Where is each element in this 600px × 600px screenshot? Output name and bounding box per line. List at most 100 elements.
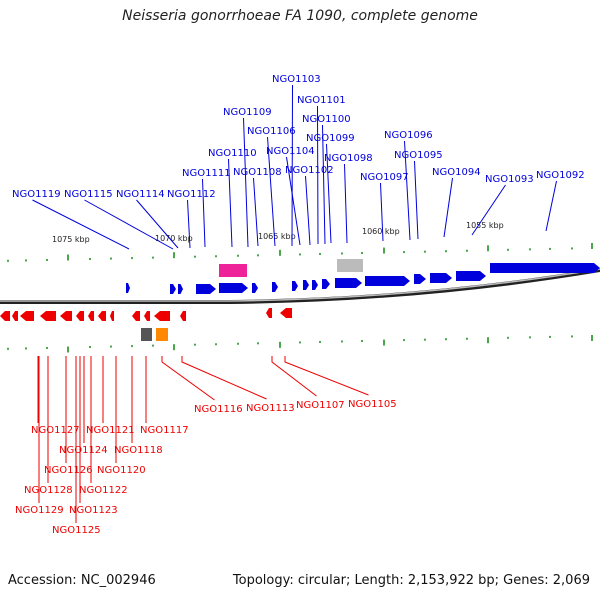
top-gene-leader <box>286 156 301 246</box>
top-gene-label: NGO1096 <box>384 130 433 141</box>
top-gene-leader <box>305 175 311 246</box>
forward-gene-arrow <box>178 284 183 294</box>
top-gene-leader <box>32 199 130 250</box>
bottom-gene-label: NGO1123 <box>69 505 118 516</box>
top-gene-label: NGO1111 <box>182 168 231 179</box>
top-gene-leader <box>380 182 384 242</box>
forward-gene-arrow <box>272 282 278 292</box>
forward-gene-arrow <box>456 271 486 281</box>
top-gene-leader <box>344 163 348 244</box>
forward-gene-arrow <box>322 279 330 289</box>
dark-feature <box>141 328 152 341</box>
reverse-gene-arrow <box>12 311 18 321</box>
forward-gene-arrow <box>219 283 248 293</box>
top-gene-label: NGO1101 <box>297 95 346 106</box>
reverse-gene-arrow <box>60 311 72 321</box>
top-gene-leader <box>228 158 233 248</box>
accession-text: Accession: NC_002946 <box>8 573 156 588</box>
map-title: Neisseria gonorrhoeae FA 1090, complete … <box>122 8 478 24</box>
scale-label: 1075 kbp <box>52 235 90 244</box>
reverse-gene-arrow <box>144 311 150 321</box>
top-gene-label: NGO1106 <box>247 126 296 137</box>
top-gene-leader <box>317 105 319 245</box>
bottom-gene-label: NGO1117 <box>140 425 189 436</box>
top-gene-label: NGO1114 <box>116 189 165 200</box>
top-gene-label: NGO1100 <box>302 114 351 125</box>
top-gene-label: NGO1108 <box>233 167 282 178</box>
bottom-gene-label: NGO1129 <box>15 505 64 516</box>
orange-feature <box>156 328 168 341</box>
forward-gene-arrow <box>196 284 216 294</box>
top-gene-leader <box>322 124 326 245</box>
genome-backbone-highlight <box>0 268 600 302</box>
top-gene-label: NGO1104 <box>266 146 315 157</box>
forward-gene-arrow <box>292 281 298 291</box>
forward-gene-arrow <box>430 273 452 283</box>
forward-gene-arrow <box>252 283 258 293</box>
top-gene-label: NGO1092 <box>536 170 585 181</box>
top-gene-label: NGO1095 <box>394 150 443 161</box>
bottom-gene-label: NGO1121 <box>86 425 135 436</box>
top-gene-leader <box>545 180 557 232</box>
bottom-gene-leader <box>161 356 215 401</box>
bottom-gene-label: NGO1120 <box>97 465 146 476</box>
reverse-gene-arrow <box>76 311 84 321</box>
top-gene-label: NGO1110 <box>208 148 257 159</box>
bottom-gene-leader <box>181 356 267 400</box>
top-gene-label: NGO1112 <box>167 189 216 200</box>
bottom-gene-label: NGO1113 <box>246 403 295 414</box>
bottom-gene-label: NGO1128 <box>24 485 73 496</box>
bottom-gene-leader <box>284 356 369 396</box>
gray-feature <box>337 259 363 272</box>
reverse-gene-arrow <box>110 311 114 321</box>
top-gene-leader <box>471 184 506 236</box>
top-gene-leader <box>243 117 249 248</box>
bottom-gene-label: NGO1122 <box>79 485 128 496</box>
bottom-gene-label: NGO1125 <box>52 525 101 536</box>
top-gene-label: NGO1119 <box>12 189 61 200</box>
bottom-gene-leader <box>271 356 317 397</box>
scale-label: 1065 kbp <box>258 232 296 241</box>
top-gene-label: NGO1093 <box>485 174 534 185</box>
top-gene-label: NGO1115 <box>64 189 113 200</box>
reverse-gene-arrow <box>266 308 272 318</box>
reverse-gene-arrow <box>180 311 186 321</box>
bottom-gene-label: NGO1107 <box>296 400 345 411</box>
scale-label: 1060 kbp <box>362 227 400 236</box>
reverse-gene-arrow <box>88 311 94 321</box>
bottom-gene-label: NGO1127 <box>31 425 80 436</box>
reverse-gene-arrow <box>0 311 10 321</box>
bottom-gene-label: NGO1116 <box>194 404 243 415</box>
scale-label: 1070 kbp <box>155 234 193 243</box>
reverse-gene-arrow <box>132 311 140 321</box>
top-gene-leader <box>84 199 174 250</box>
forward-gene-arrow <box>170 284 176 294</box>
top-gene-label: NGO1097 <box>360 172 409 183</box>
top-gene-leader <box>414 160 419 240</box>
top-gene-leader <box>253 177 259 247</box>
forward-gene-arrow <box>303 280 309 290</box>
top-gene-leader <box>267 136 276 247</box>
reverse-gene-arrow <box>98 311 106 321</box>
reverse-gene-arrow <box>280 308 292 318</box>
forward-gene-arrow <box>365 276 410 286</box>
magenta-feature <box>219 264 247 277</box>
top-gene-label: NGO1098 <box>324 153 373 164</box>
forward-gene-arrow <box>126 283 130 293</box>
top-gene-leader <box>443 177 453 238</box>
forward-gene-arrow <box>335 278 362 288</box>
bottom-gene-label: NGO1124 <box>59 445 108 456</box>
top-gene-leader <box>202 178 206 248</box>
top-gene-leader <box>291 84 293 247</box>
reverse-gene-arrow <box>20 311 34 321</box>
scale-label: 1055 kbp <box>466 221 504 230</box>
reverse-gene-arrow <box>154 311 170 321</box>
top-gene-label: NGO1109 <box>223 107 272 118</box>
top-gene-label: NGO1094 <box>432 167 481 178</box>
reverse-gene-arrow <box>40 311 56 321</box>
top-gene-label: NGO1099 <box>306 133 355 144</box>
top-gene-label: NGO1103 <box>272 74 321 85</box>
top-gene-leader <box>404 140 411 241</box>
genome-info-text: Topology: circular; Length: 2,153,922 bp… <box>232 573 590 588</box>
